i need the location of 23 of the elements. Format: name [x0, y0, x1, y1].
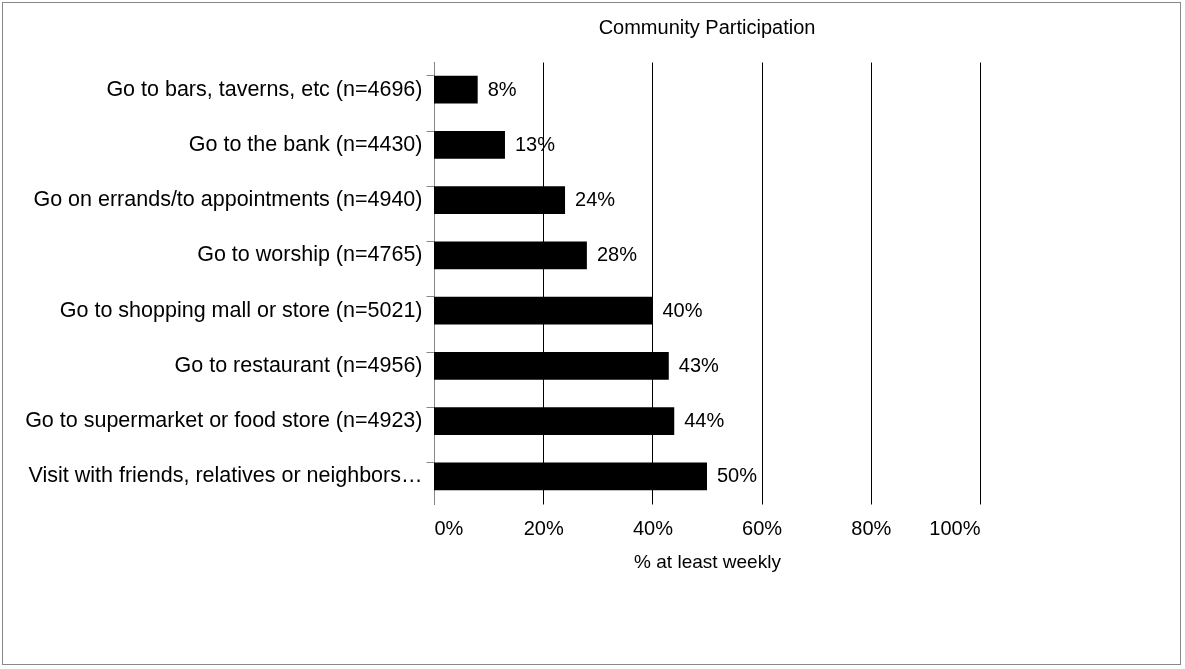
data-label: 44% [684, 409, 725, 432]
data-label: 40% [662, 298, 703, 321]
y-tick-label: Go to worship (n=4765) [197, 242, 423, 267]
y-tick-label: Go to bars, taverns, etc (n=4696) [106, 76, 423, 101]
y-tick-label: Go to the bank (n=4430) [188, 131, 423, 156]
x-axis-title: % at least weekly [634, 550, 782, 572]
x-tick-label: 100% [929, 516, 981, 539]
y-tick-label: Visit with friends, relatives or neighbors… [28, 463, 423, 488]
x-tick-label: 40% [632, 516, 674, 539]
chart-title: Community Participation [598, 16, 816, 38]
y-tick-label: Go to supermarket or food store (n=4923) [25, 408, 423, 433]
y-tick-label: Go to restaurant (n=4956) [174, 352, 423, 377]
x-tick-label: 60% [742, 516, 783, 539]
data-label: 50% [717, 464, 758, 487]
x-tick-label: 80% [851, 516, 892, 539]
x-tick-label: 0% [434, 516, 464, 539]
x-tick-label: 20% [523, 516, 564, 539]
data-label: 28% [596, 243, 638, 266]
data-label: 8% [487, 77, 517, 100]
data-label: 24% [575, 188, 616, 211]
y-tick-label: Go on errands/to appointments (n=4940) [33, 187, 423, 212]
data-label: 43% [678, 353, 720, 376]
y-tick-label: Go to shopping mall or store (n=5021) [59, 297, 423, 322]
